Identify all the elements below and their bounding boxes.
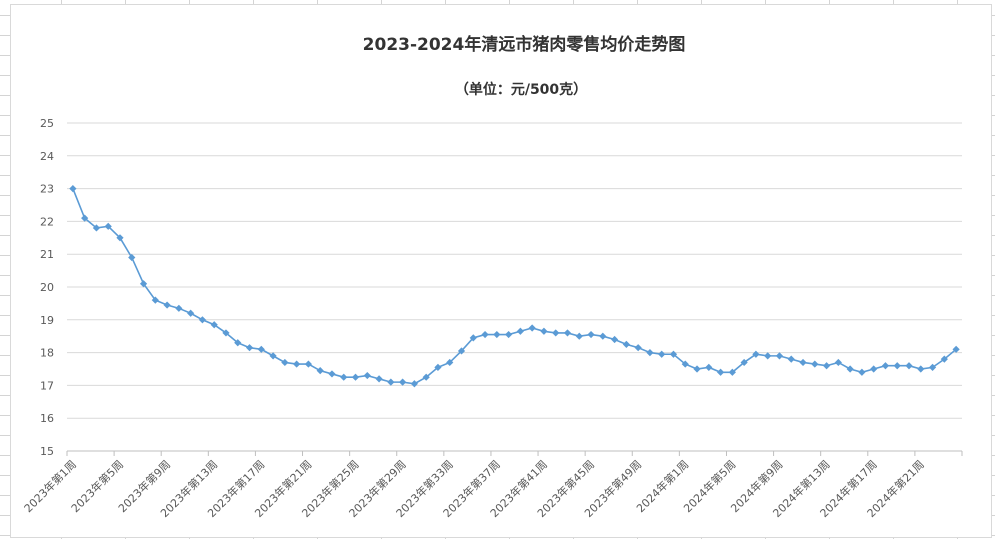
data-point — [493, 330, 501, 339]
data-point — [340, 373, 348, 381]
data-point — [128, 253, 136, 262]
data-point — [669, 350, 678, 358]
x-axis: 2023年第1周2023年第5周2023年第9周2023年第13周2023年第1… — [21, 450, 963, 520]
data-point — [269, 352, 277, 360]
data-point — [822, 362, 831, 370]
data-point — [151, 296, 159, 304]
data-point — [764, 352, 772, 360]
data-point — [705, 363, 713, 371]
data-point — [446, 358, 454, 367]
y-tick-label: 23 — [40, 183, 54, 196]
data-point — [787, 355, 795, 363]
data-point — [410, 380, 419, 388]
data-point — [163, 301, 171, 309]
data-point — [257, 345, 265, 353]
data-point — [328, 370, 336, 378]
data-point — [399, 378, 407, 386]
y-tick-label: 24 — [40, 150, 54, 163]
data-point — [351, 373, 360, 381]
data-point — [528, 324, 536, 332]
data-point — [870, 365, 878, 373]
data-point — [187, 309, 195, 317]
y-tick-label: 15 — [40, 445, 54, 458]
data-point — [775, 352, 784, 360]
data-point — [139, 280, 148, 288]
data-point — [304, 360, 313, 368]
data-point — [175, 304, 183, 312]
chart-subtitle: （单位：元/500克） — [455, 81, 587, 98]
data-point — [316, 367, 324, 375]
data-point — [81, 214, 89, 222]
series-group — [69, 185, 960, 388]
data-point — [281, 358, 289, 367]
data-point — [434, 363, 442, 371]
data-point — [234, 339, 242, 347]
data-point — [834, 358, 842, 367]
y-axis: 15 16 17 18 19 20 21 22 23 24 25 — [40, 117, 54, 458]
chart-area: 2023-2024年清远市猪肉零售均价走势图 （单位：元/500克） 15 16 1… — [10, 4, 992, 538]
data-point — [422, 373, 430, 381]
data-point — [881, 362, 890, 370]
data-point — [610, 335, 619, 344]
data-point — [293, 360, 301, 368]
line-chart: 2023-2024年清远市猪肉零售均价走势图 （单位：元/500克） 15161… — [21, 34, 963, 520]
data-point — [104, 222, 112, 230]
data-point — [811, 360, 819, 368]
y-tick-label: 19 — [40, 314, 54, 327]
data-point — [69, 185, 77, 193]
data-point — [587, 330, 595, 339]
data-point — [575, 332, 583, 340]
data-point — [622, 340, 630, 348]
data-point — [752, 350, 760, 358]
data-point — [940, 355, 948, 363]
data-point — [92, 224, 101, 232]
data-point — [540, 327, 548, 335]
data-point — [634, 344, 642, 352]
data-point — [457, 347, 466, 355]
data-point — [681, 360, 689, 368]
data-point — [858, 368, 866, 376]
data-point — [387, 378, 395, 386]
data-point — [917, 365, 925, 373]
data-point — [893, 362, 901, 370]
data-point — [375, 375, 383, 383]
data-point — [693, 365, 701, 373]
gridlines — [67, 122, 962, 452]
data-point — [198, 316, 207, 324]
data-point — [552, 329, 560, 337]
data-point — [740, 358, 748, 367]
data-point — [728, 368, 736, 376]
chart-title: 2023-2024年清远市猪肉零售均价走势图 — [363, 34, 686, 55]
data-point — [222, 329, 230, 337]
data-point — [505, 330, 513, 339]
y-tick-label: 22 — [40, 215, 54, 228]
data-point — [716, 368, 725, 376]
data-point — [952, 345, 960, 353]
data-point — [563, 329, 572, 337]
y-tick-label: 17 — [40, 379, 54, 392]
data-point — [658, 350, 666, 358]
data-point — [116, 234, 124, 242]
data-point — [599, 332, 607, 340]
data-point — [363, 371, 371, 380]
data-point — [245, 344, 254, 352]
data-point — [928, 363, 937, 371]
data-point — [905, 362, 913, 370]
y-tick-label: 18 — [40, 347, 54, 360]
data-point — [646, 349, 654, 357]
y-tick-label: 20 — [40, 281, 54, 294]
data-point — [210, 321, 218, 329]
series-line — [72, 188, 957, 385]
y-tick-label: 16 — [40, 412, 54, 425]
data-point — [469, 334, 477, 342]
data-point — [516, 327, 524, 335]
data-point — [481, 330, 489, 339]
data-point — [799, 358, 807, 367]
y-tick-label: 25 — [40, 117, 54, 130]
data-point — [846, 365, 854, 373]
y-tick-label: 21 — [40, 248, 54, 261]
